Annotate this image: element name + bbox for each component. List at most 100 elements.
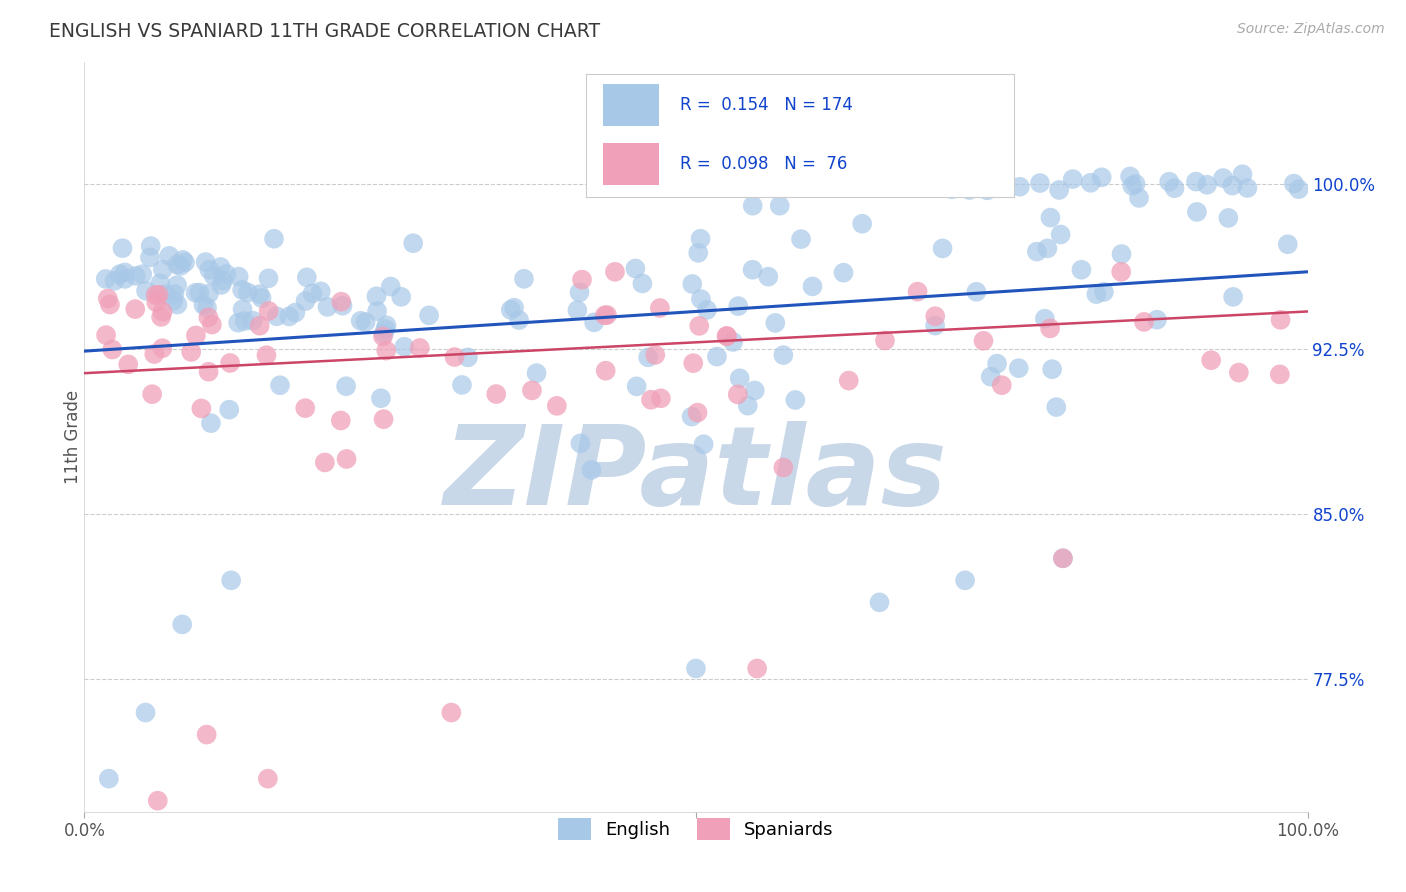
Point (212, 274, 235, 288)
Point (1185, 205, 1208, 219)
Point (1133, 315, 1156, 329)
Point (172, 617, 194, 632)
Point (546, 399, 568, 413)
Point (596, 308, 619, 322)
Point (263, 232, 285, 246)
Point (688, 245, 710, 260)
Point (1212, 171, 1234, 186)
Point (520, 384, 543, 398)
Point (939, 171, 962, 186)
Point (332, 299, 354, 313)
Point (233, 314, 256, 328)
Point (1008, 361, 1031, 376)
Point (256, 348, 278, 362)
Point (152, 262, 174, 277)
Point (1049, 227, 1071, 242)
Point (150, 310, 173, 324)
Point (769, 199, 792, 213)
Point (1227, 366, 1250, 380)
Point (1092, 285, 1115, 299)
Point (188, 285, 211, 300)
Point (335, 452, 357, 467)
Point (581, 463, 603, 477)
Point (108, 267, 131, 281)
Point (172, 252, 194, 267)
Point (972, 334, 994, 348)
Point (1222, 290, 1244, 304)
Point (953, 574, 976, 588)
Point (440, 706, 463, 720)
Point (375, 318, 398, 333)
Point (316, 300, 339, 314)
Point (1121, 178, 1143, 193)
Point (250, 291, 273, 305)
Point (215, 267, 238, 281)
Point (98, 297, 121, 311)
Point (389, 290, 412, 304)
Point (366, 304, 388, 318)
Point (101, 343, 124, 357)
Point (728, 371, 751, 385)
Point (457, 351, 479, 365)
Point (139, 251, 162, 265)
Point (1288, 182, 1310, 196)
Point (485, 387, 508, 401)
Point (1268, 368, 1291, 382)
Point (139, 239, 162, 253)
Point (195, 301, 218, 315)
Point (97, 292, 120, 306)
Point (965, 285, 987, 299)
Point (1052, 551, 1074, 566)
Point (931, 241, 953, 255)
Point (756, 269, 779, 284)
Point (190, 401, 212, 416)
Point (166, 278, 188, 293)
Point (508, 313, 530, 327)
Point (690, 292, 713, 306)
Point (1197, 178, 1219, 192)
Point (198, 286, 221, 301)
Point (763, 176, 786, 190)
Point (145, 295, 167, 310)
Point (278, 310, 301, 324)
Point (184, 285, 207, 300)
Point (721, 334, 744, 349)
Point (924, 310, 946, 324)
Point (957, 183, 980, 197)
Point (1218, 211, 1240, 225)
Point (737, 399, 759, 413)
Point (1080, 176, 1102, 190)
Point (772, 460, 794, 475)
Point (976, 183, 998, 197)
Point (418, 309, 440, 323)
Point (1033, 311, 1056, 326)
Point (689, 232, 711, 246)
Point (1270, 313, 1292, 327)
Point (209, 260, 232, 274)
Point (681, 277, 703, 291)
Point (232, 302, 254, 317)
Point (941, 182, 963, 196)
Point (568, 285, 591, 300)
Point (124, 302, 146, 317)
Point (150, 341, 173, 355)
Point (219, 574, 242, 588)
Point (350, 314, 373, 328)
Point (696, 302, 718, 317)
Point (631, 277, 654, 291)
Point (1232, 167, 1254, 181)
Point (772, 348, 794, 362)
Point (873, 334, 896, 348)
Point (197, 310, 219, 325)
Point (1146, 312, 1168, 326)
Point (249, 287, 271, 301)
Point (231, 283, 253, 297)
Point (148, 287, 170, 301)
Point (1047, 183, 1070, 197)
Text: Source: ZipAtlas.com: Source: ZipAtlas.com (1237, 22, 1385, 37)
Point (571, 272, 593, 286)
Point (744, 384, 766, 398)
Point (907, 285, 929, 299)
Point (375, 343, 398, 358)
Point (226, 316, 249, 330)
